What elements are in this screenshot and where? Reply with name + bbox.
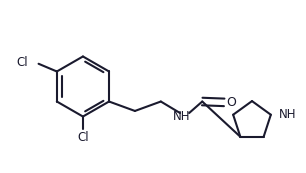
Text: NH: NH	[279, 108, 297, 121]
Text: Cl: Cl	[77, 131, 89, 144]
Text: Cl: Cl	[16, 56, 28, 69]
Text: NH: NH	[173, 110, 190, 123]
Text: O: O	[226, 96, 236, 109]
